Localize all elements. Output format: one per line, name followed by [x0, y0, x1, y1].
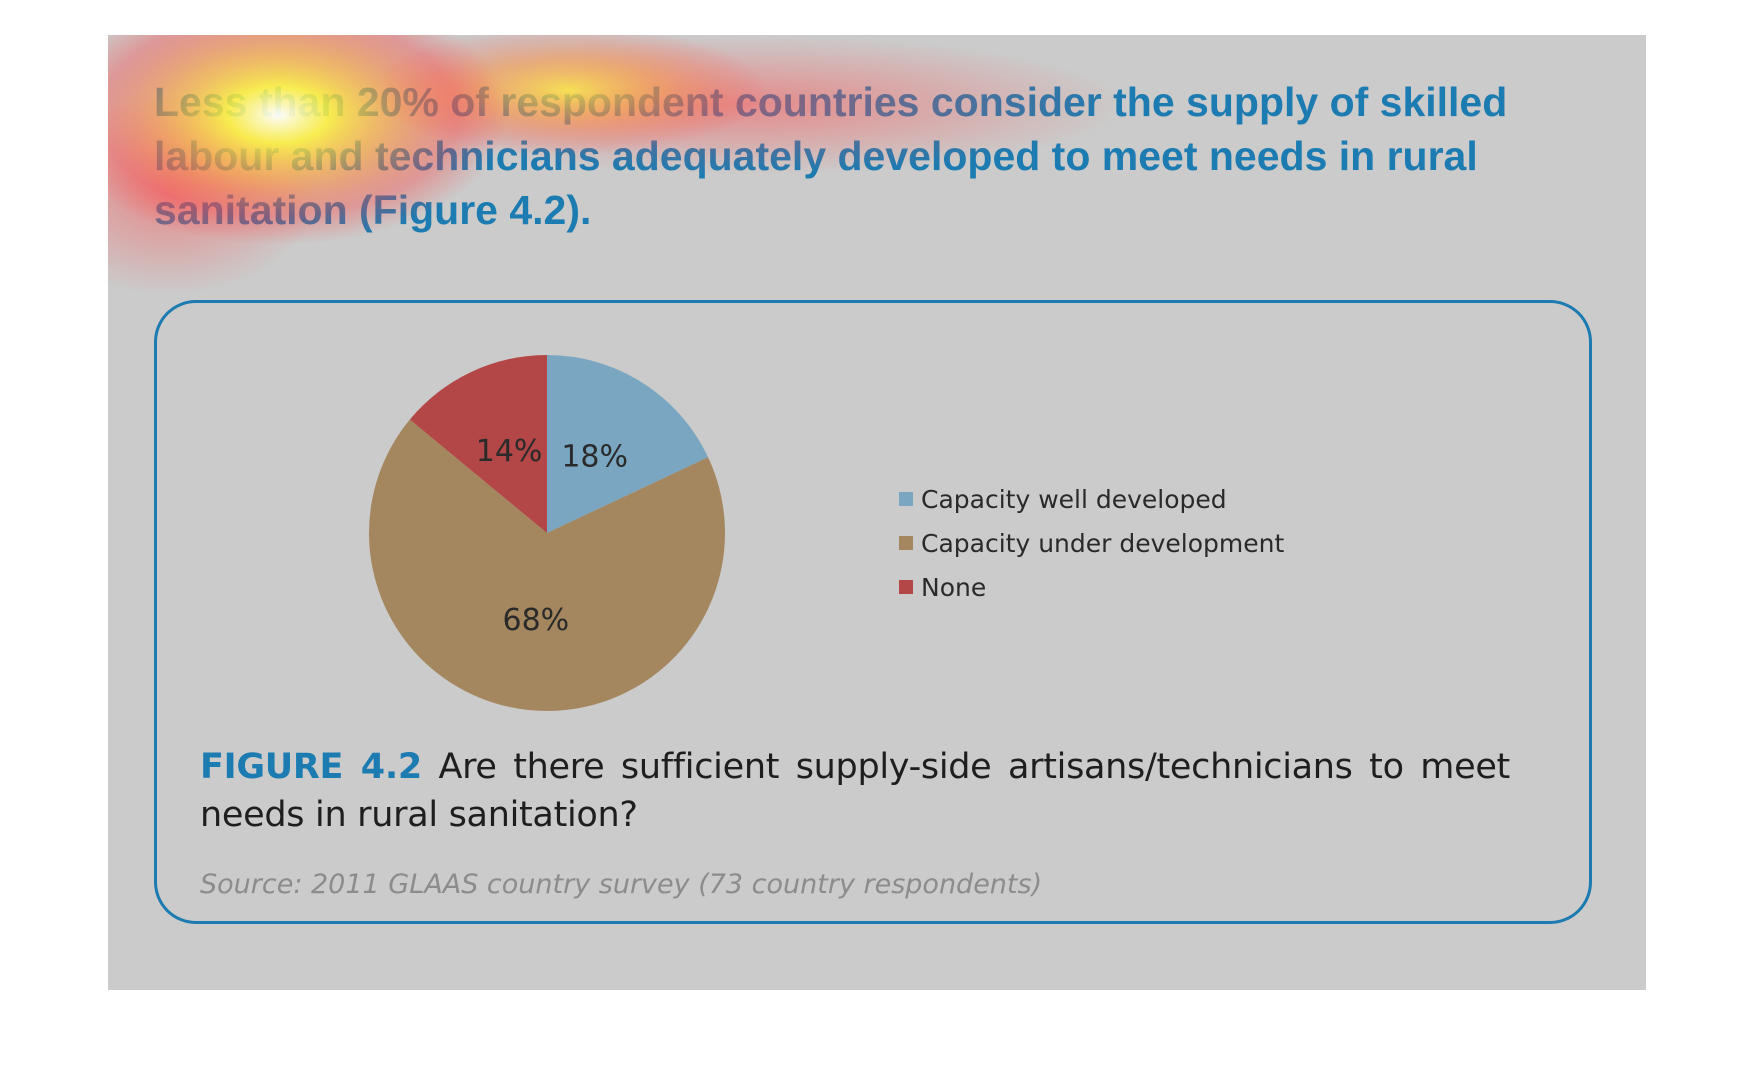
slice-label: 18% [561, 439, 628, 474]
figure-question: Are there sufficient supply-side artisan… [200, 747, 1510, 835]
legend-item-none: None [899, 565, 1284, 609]
legend-item-under-development: Capacity under development [899, 521, 1284, 565]
pie-slice [409, 355, 547, 533]
slice-label: 68% [503, 603, 570, 638]
legend-item-well-developed: Capacity well developed [899, 477, 1284, 521]
pie-slice [547, 355, 709, 533]
figure-frame: 18% 68% 14% Capacity well developed Capaci… [154, 300, 1592, 924]
pie-slice [369, 419, 725, 712]
legend-label: None [921, 572, 987, 602]
chart-legend: Capacity well developed Capacity under d… [899, 477, 1284, 609]
pie-chart: 18% 68% 14% [369, 355, 725, 712]
legend-swatch [899, 580, 913, 594]
figure-panel: Less than 20% of respondent countries co… [108, 35, 1646, 990]
figure-number: FIGURE 4.2 [200, 747, 422, 787]
legend-swatch [899, 536, 913, 550]
slice-label: 14% [476, 434, 543, 469]
figure-source: Source: 2011 GLAAS country survey (73 co… [200, 869, 1043, 900]
legend-swatch [899, 492, 913, 506]
figure-caption: FIGURE 4.2 Are there sufficient supply-s… [200, 743, 1510, 839]
headline: Less than 20% of respondent countries co… [154, 79, 1508, 233]
legend-label: Capacity under development [921, 528, 1285, 558]
legend-label: Capacity well developed [921, 484, 1227, 514]
